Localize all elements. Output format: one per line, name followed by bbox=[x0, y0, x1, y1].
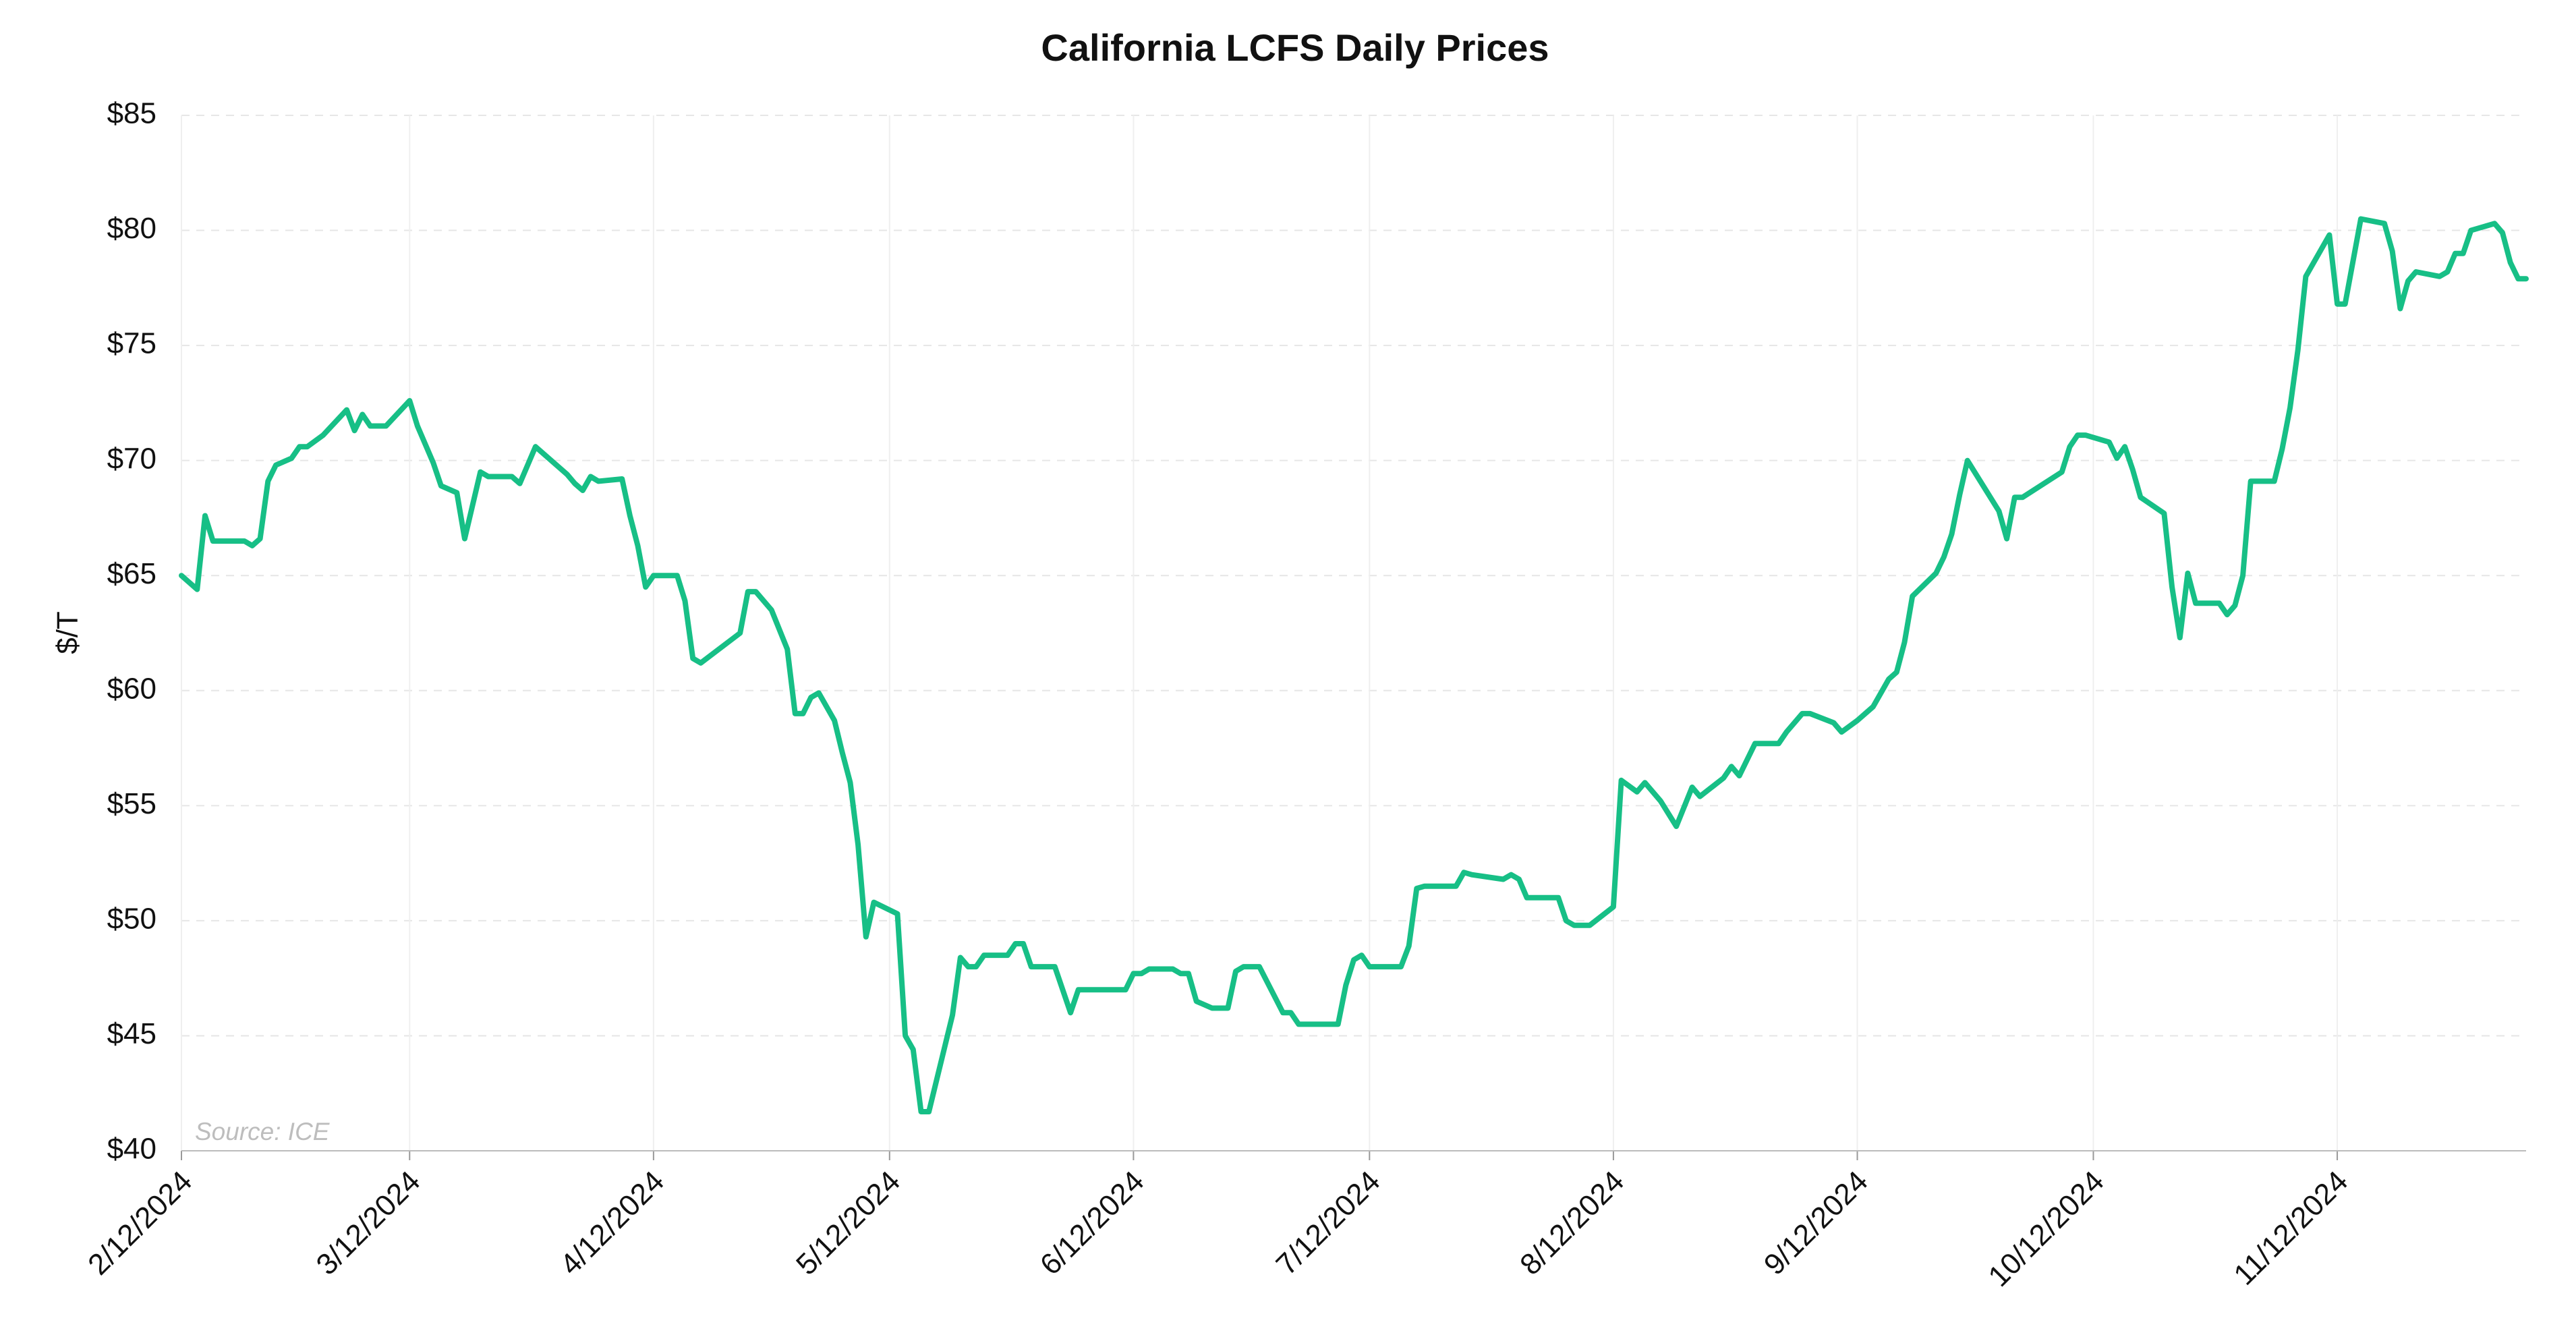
y-tick-label: $50 bbox=[107, 903, 156, 936]
x-tick-label: 4/12/2024 bbox=[554, 1165, 670, 1282]
y-tick-label: $40 bbox=[107, 1133, 156, 1166]
y-tick-label: $45 bbox=[107, 1017, 156, 1050]
x-tick-label: 8/12/2024 bbox=[1514, 1165, 1630, 1282]
y-tick-label: $55 bbox=[107, 787, 156, 820]
y-tick-label: $75 bbox=[107, 327, 156, 360]
x-tick-label: 11/12/2024 bbox=[2227, 1165, 2354, 1292]
x-tick-label: 5/12/2024 bbox=[790, 1165, 907, 1282]
source-note: Source: ICE bbox=[195, 1118, 331, 1145]
y-tick-label: $65 bbox=[107, 557, 156, 590]
y-axis-label: $/T bbox=[51, 611, 84, 654]
y-tick-label: $85 bbox=[107, 97, 156, 130]
x-tick-label: 10/12/2024 bbox=[1982, 1165, 2110, 1293]
x-tick-label: 3/12/2024 bbox=[310, 1165, 426, 1282]
y-tick-label: $70 bbox=[107, 442, 156, 475]
y-tick-label: $60 bbox=[107, 672, 156, 705]
y-tick-label: $80 bbox=[107, 212, 156, 245]
price-line bbox=[179, 216, 2529, 1114]
x-tick-label: 6/12/2024 bbox=[1034, 1165, 1151, 1282]
chart-title: California LCFS Daily Prices bbox=[1041, 26, 1549, 69]
x-tick-label: 9/12/2024 bbox=[1758, 1165, 1874, 1282]
x-tick-label: 7/12/2024 bbox=[1270, 1165, 1387, 1282]
x-tick-label: 2/12/2024 bbox=[82, 1165, 198, 1282]
